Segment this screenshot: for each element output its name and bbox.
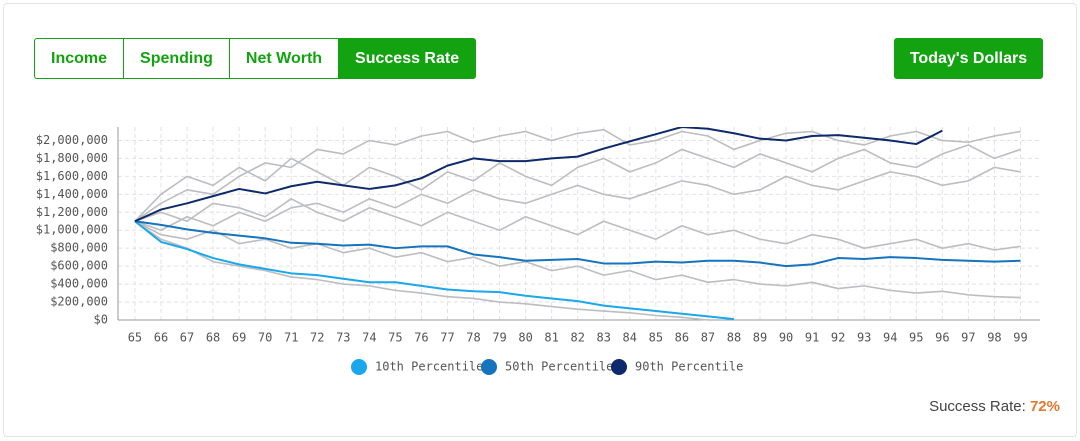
x-tick-label: 75 bbox=[388, 331, 402, 345]
card bbox=[3, 3, 1077, 437]
x-tick-label: 95 bbox=[909, 331, 923, 345]
x-tick-label: 89 bbox=[753, 331, 767, 345]
y-tick-label: $1,200,000 bbox=[36, 205, 108, 219]
x-tick-label: 65 bbox=[128, 331, 142, 345]
x-tick-label: 99 bbox=[1013, 331, 1027, 345]
x-tick-label: 71 bbox=[284, 331, 298, 345]
tab[interactable]: Success Rate bbox=[338, 38, 477, 79]
x-tick-label: 94 bbox=[883, 331, 897, 345]
x-tick-label: 68 bbox=[206, 331, 220, 345]
dollars-button[interactable]: Today's Dollars bbox=[894, 38, 1043, 79]
x-tick-label: 79 bbox=[492, 331, 506, 345]
plot bbox=[134, 127, 1021, 321]
x-tick-label: 92 bbox=[831, 331, 845, 345]
y-tick-label: $200,000 bbox=[50, 295, 108, 309]
y-tick-label: $1,400,000 bbox=[36, 187, 108, 201]
series-line bbox=[134, 166, 1021, 232]
x-tick-label: 83 bbox=[597, 331, 611, 345]
y-tick-label: $0 bbox=[94, 313, 108, 327]
y-tick-label: $2,000,000 bbox=[36, 133, 108, 147]
legend-swatch bbox=[481, 359, 497, 375]
success-rate-label: Success Rate: bbox=[929, 398, 1026, 415]
x-tick-label: 93 bbox=[857, 331, 871, 345]
x-tick-label: 72 bbox=[310, 331, 324, 345]
x-tick-label: 85 bbox=[649, 331, 663, 345]
success-rate: Success Rate: 72% bbox=[929, 398, 1060, 415]
x-tick-label: 84 bbox=[623, 331, 637, 345]
series-line bbox=[134, 220, 1021, 299]
tab[interactable]: Income bbox=[34, 38, 125, 79]
legend-label: 50th Percentile bbox=[505, 360, 613, 374]
y-tick-label: $600,000 bbox=[50, 259, 108, 273]
x-tick-label: 66 bbox=[154, 331, 168, 345]
x-tick-label: 91 bbox=[805, 331, 819, 345]
y-tick-label: $1,600,000 bbox=[36, 169, 108, 183]
legend-label: 10th Percentile bbox=[375, 360, 483, 374]
x-tick-label: 77 bbox=[440, 331, 454, 345]
y-tick-label: $400,000 bbox=[50, 277, 108, 291]
x-tick-label: 74 bbox=[362, 331, 376, 345]
x-tick-label: 81 bbox=[544, 331, 558, 345]
x-tick-label: 76 bbox=[414, 331, 428, 345]
series-line bbox=[134, 198, 1021, 251]
y-tick-label: $1,800,000 bbox=[36, 151, 108, 165]
x-tick-label: 69 bbox=[232, 331, 246, 345]
series-line bbox=[134, 144, 1021, 222]
x-tick-label: 82 bbox=[570, 331, 584, 345]
x-tick-label: 70 bbox=[258, 331, 272, 345]
y-tick-label: $1,000,000 bbox=[36, 223, 108, 237]
x-tick-label: 96 bbox=[935, 331, 949, 345]
x-tick-label: 90 bbox=[779, 331, 793, 345]
series-line bbox=[134, 220, 1021, 268]
tab-bar: Income Spending Net Worth Success Rate bbox=[34, 38, 477, 79]
x-tick-label: 98 bbox=[987, 331, 1001, 345]
x-tick-label: 67 bbox=[180, 331, 194, 345]
x-tick-label: 87 bbox=[701, 331, 715, 345]
x-tick-label: 97 bbox=[961, 331, 975, 345]
x-tick-label: 80 bbox=[518, 331, 532, 345]
x-tick-label: 88 bbox=[727, 331, 741, 345]
x-tick-label: 86 bbox=[675, 331, 689, 345]
x-tick-label: 78 bbox=[466, 331, 480, 345]
y-tick-label: $800,000 bbox=[50, 241, 108, 255]
series-line bbox=[134, 127, 943, 223]
tab[interactable]: Net Worth bbox=[228, 38, 340, 79]
legend-swatch bbox=[611, 359, 627, 375]
tab[interactable]: Spending bbox=[123, 38, 230, 79]
success-rate-value: 72% bbox=[1029, 398, 1060, 415]
series-line bbox=[134, 220, 709, 321]
series-line bbox=[134, 220, 735, 321]
legend-label: 90th Percentile bbox=[635, 360, 743, 374]
legend-swatch bbox=[351, 359, 367, 375]
x-tick-label: 73 bbox=[336, 331, 350, 345]
